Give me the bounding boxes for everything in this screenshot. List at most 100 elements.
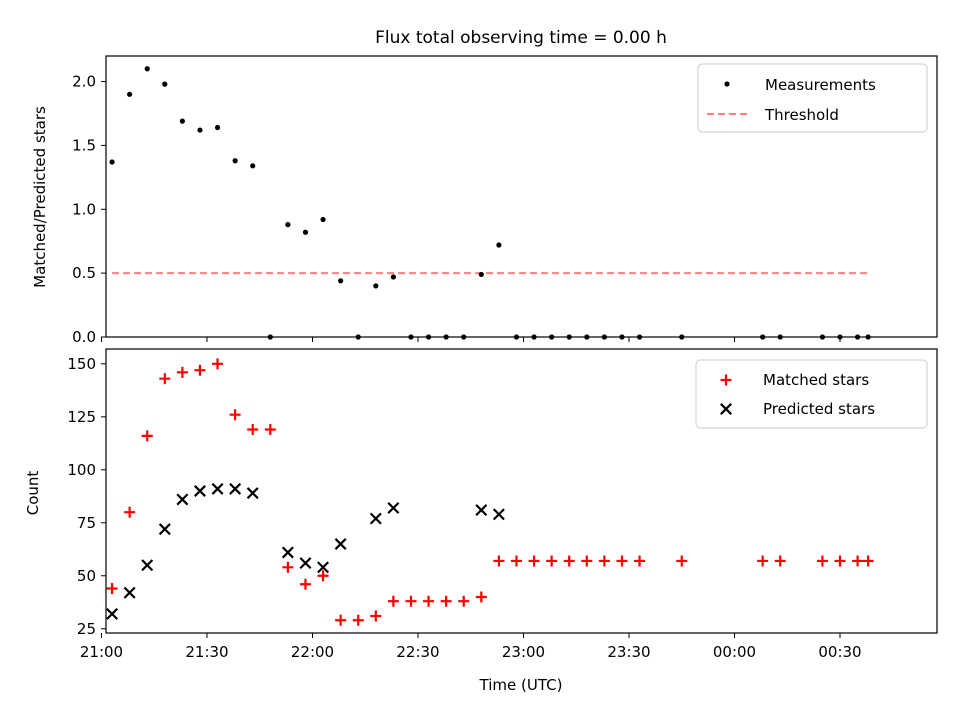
predicted-star-point <box>211 482 224 495</box>
matched-star-point <box>546 555 558 567</box>
predicted-star-point <box>106 607 119 620</box>
matched-star-point <box>264 424 276 436</box>
x-tick-label: 21:00 <box>80 643 123 661</box>
top-legend: Measurements Threshold <box>697 63 928 133</box>
bottom-y-tick-label: 100 <box>67 461 96 479</box>
measurement-point <box>478 271 484 278</box>
matched-star-point <box>676 555 688 567</box>
matched-star-point <box>423 595 435 607</box>
matched-star-point <box>317 570 329 582</box>
bottom-legend: Matched stars Predicted stars <box>695 359 928 429</box>
measurement-point <box>214 124 221 131</box>
legend-matched-marker <box>720 374 732 386</box>
x-tick-label: 23:30 <box>607 643 650 661</box>
matched-star-point <box>159 373 171 385</box>
measurement-point <box>338 278 344 284</box>
matched-star-point <box>387 595 399 607</box>
top-legend-box <box>697 63 928 133</box>
top-axes-frame <box>105 55 938 338</box>
top-y-tick-label: 0.0 <box>72 328 96 346</box>
matched-star-point <box>616 555 628 567</box>
matched-star-point <box>229 409 241 421</box>
matched-star-point <box>194 364 206 376</box>
matched-star-point <box>352 614 364 626</box>
matched-star-point <box>299 578 311 590</box>
predicted-star-point <box>141 559 154 572</box>
measurement-point <box>144 66 150 72</box>
matched-star-point <box>774 555 786 567</box>
predicted-star-point <box>158 523 171 536</box>
predicted-star-point <box>281 546 294 559</box>
bottom-ylabel: Count <box>24 471 42 516</box>
top-y-tick-label: 0.5 <box>72 264 96 282</box>
matched-star-point <box>493 555 505 567</box>
top-plot-area <box>109 66 871 340</box>
predicted-star-point <box>492 508 505 521</box>
legend-measurements-label: Measurements <box>765 76 876 94</box>
matched-star-point <box>335 614 347 626</box>
matched-star-point <box>816 555 828 567</box>
legend-threshold-label: Threshold <box>764 106 839 124</box>
legend-measurements-marker <box>724 81 730 87</box>
top-y-tick-label: 1.0 <box>72 200 96 218</box>
measurement-point <box>109 159 115 165</box>
matched-star-point <box>757 555 769 567</box>
measurement-point <box>250 163 256 169</box>
x-tick-label: 00:30 <box>818 643 861 661</box>
measurement-point <box>127 91 133 97</box>
x-tick-label: 21:30 <box>185 643 228 661</box>
bottom-axes-frame <box>105 348 938 634</box>
bottom-y-tick-label: 150 <box>67 355 96 373</box>
measurement-point <box>179 118 185 124</box>
matched-star-point <box>405 595 417 607</box>
top-y-tick-label: 2.0 <box>72 73 96 91</box>
matched-star-point <box>458 595 470 607</box>
bottom-legend-box <box>695 359 928 429</box>
predicted-star-point <box>387 501 400 514</box>
predicted-star-point <box>123 586 136 599</box>
measurement-point <box>390 274 396 280</box>
measurement-point <box>373 283 379 289</box>
bottom-xlabel: Time (UTC) <box>479 676 563 694</box>
matched-star-point <box>598 555 610 567</box>
matched-star-point <box>563 555 575 567</box>
matched-star-point <box>510 555 522 567</box>
matched-star-point <box>282 561 294 573</box>
matched-star-point <box>581 555 593 567</box>
top-axes-ticks: 0.0 0.5 1.0 1.5 2.0 <box>72 73 841 346</box>
x-tick-label: 22:30 <box>396 643 439 661</box>
measurement-point <box>285 222 291 228</box>
measurement-point <box>320 216 326 223</box>
legend-predicted-label: Predicted stars <box>763 400 875 418</box>
matched-star-point <box>212 358 224 370</box>
predicted-star-point <box>246 487 259 500</box>
figure-title: Flux total observing time = 0.00 h <box>375 28 667 48</box>
legend-predicted-marker <box>720 403 732 415</box>
matched-star-point <box>370 610 382 622</box>
measurement-point <box>232 158 238 164</box>
predicted-star-point <box>176 493 189 506</box>
bottom-y-tick-label: 75 <box>77 514 96 532</box>
matched-star-point <box>106 582 118 594</box>
x-tick-label: 22:00 <box>291 643 334 661</box>
top-y-tick-label: 1.5 <box>72 136 96 154</box>
bottom-plot-area <box>106 358 874 626</box>
predicted-star-point <box>229 482 242 495</box>
bottom-y-tick-label: 125 <box>67 408 96 426</box>
bottom-y-tick-label: 25 <box>77 620 96 638</box>
matched-star-point <box>852 555 864 567</box>
predicted-star-point <box>317 561 330 574</box>
matched-star-point <box>862 555 874 567</box>
matched-star-point <box>834 555 846 567</box>
bottom-axes-ticks: 21:00 21:30 22:00 22:30 23:00 23:30 00:00 00:30… <box>67 355 861 661</box>
matched-star-point <box>247 424 259 436</box>
matched-star-point <box>475 591 487 603</box>
x-tick-label: 00:00 <box>713 643 756 661</box>
predicted-star-point <box>334 538 347 550</box>
measurement-point <box>162 81 168 87</box>
matched-star-point <box>528 555 540 567</box>
matched-star-point <box>176 366 188 378</box>
matched-star-point <box>440 595 452 607</box>
bottom-y-tick-label: 50 <box>77 567 96 585</box>
